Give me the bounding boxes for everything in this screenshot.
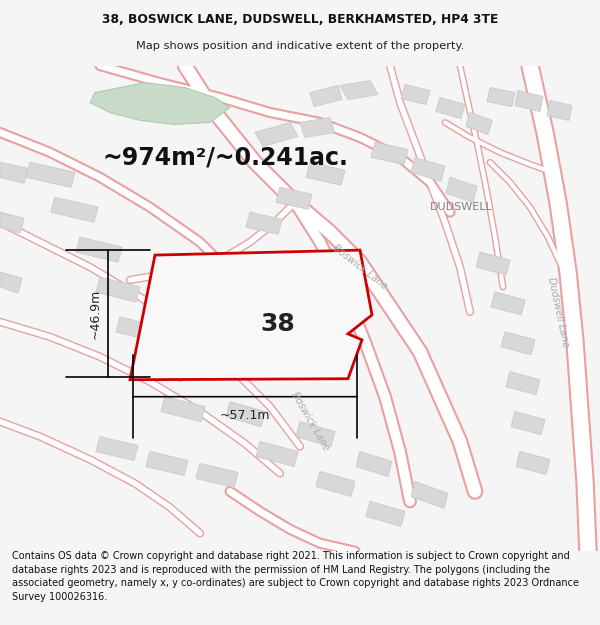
Polygon shape: [0, 162, 28, 183]
Polygon shape: [296, 422, 335, 446]
Text: 38, BOSWICK LANE, DUDSWELL, BERKHAMSTED, HP4 3TE: 38, BOSWICK LANE, DUDSWELL, BERKHAMSTED,…: [102, 13, 498, 26]
Polygon shape: [130, 250, 372, 380]
Polygon shape: [226, 402, 265, 427]
Polygon shape: [516, 451, 550, 474]
Polygon shape: [246, 213, 282, 234]
Polygon shape: [340, 81, 378, 99]
Polygon shape: [436, 98, 465, 119]
Polygon shape: [276, 188, 312, 209]
Polygon shape: [161, 397, 205, 422]
Polygon shape: [76, 237, 122, 262]
Text: ~974m²/~0.241ac.: ~974m²/~0.241ac.: [102, 146, 348, 169]
Polygon shape: [141, 357, 185, 382]
Polygon shape: [487, 88, 515, 106]
Polygon shape: [0, 272, 22, 293]
Polygon shape: [96, 277, 140, 302]
Polygon shape: [476, 252, 510, 275]
Text: Map shows position and indicative extent of the property.: Map shows position and indicative extent…: [136, 41, 464, 51]
Polygon shape: [256, 441, 298, 466]
Polygon shape: [116, 317, 160, 342]
Polygon shape: [506, 372, 540, 395]
Polygon shape: [196, 464, 238, 488]
Polygon shape: [547, 101, 572, 121]
Text: ~46.9m: ~46.9m: [89, 288, 102, 339]
Text: Boswick Lane: Boswick Lane: [289, 391, 331, 452]
Text: DUDSWELL: DUDSWELL: [430, 202, 493, 212]
Polygon shape: [401, 84, 430, 104]
Polygon shape: [491, 292, 525, 315]
Text: 38: 38: [260, 312, 295, 336]
Polygon shape: [316, 471, 355, 496]
Polygon shape: [306, 162, 345, 185]
Polygon shape: [371, 142, 408, 164]
Polygon shape: [515, 91, 543, 111]
Polygon shape: [466, 112, 492, 134]
Text: ~57.1m: ~57.1m: [220, 409, 270, 422]
Polygon shape: [146, 451, 188, 476]
Text: Contains OS data © Crown copyright and database right 2021. This information is : Contains OS data © Crown copyright and d…: [12, 551, 579, 602]
Polygon shape: [255, 122, 298, 146]
Polygon shape: [90, 82, 230, 124]
Polygon shape: [446, 177, 477, 202]
Text: Boswick Lane: Boswick Lane: [331, 242, 389, 291]
Polygon shape: [411, 481, 448, 508]
Polygon shape: [356, 451, 392, 476]
Polygon shape: [96, 437, 138, 461]
Polygon shape: [300, 118, 335, 138]
Text: Dudswell Lane: Dudswell Lane: [546, 276, 570, 348]
Polygon shape: [310, 86, 342, 106]
Polygon shape: [0, 213, 24, 233]
Polygon shape: [26, 162, 75, 188]
Polygon shape: [366, 501, 405, 526]
Polygon shape: [411, 158, 445, 181]
Polygon shape: [501, 332, 535, 355]
Polygon shape: [51, 198, 98, 222]
Polygon shape: [511, 412, 545, 434]
